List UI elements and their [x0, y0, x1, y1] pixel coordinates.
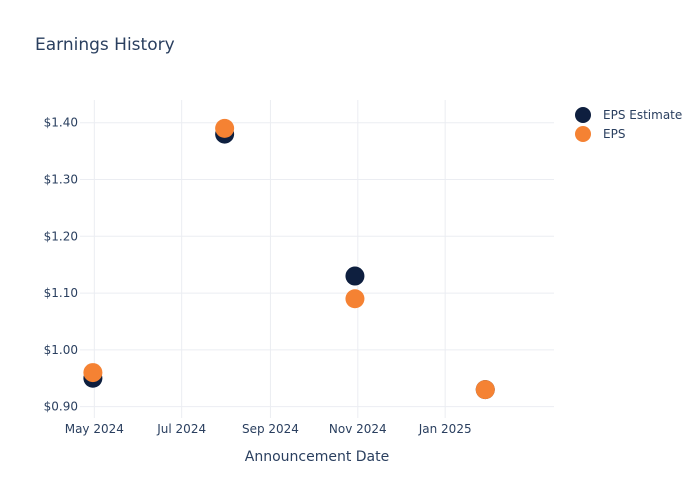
eps-legend-marker [575, 126, 591, 142]
eps-point [475, 380, 495, 400]
eps-legend-label: EPS [603, 127, 625, 141]
y-axis-ticks: $0.90 $1.00 $1.10 $1.20 $1.30 $1.40 [44, 116, 78, 414]
y-tick-label: $1.30 [44, 173, 78, 187]
legend[interactable]: EPS Estimate EPS [575, 107, 682, 142]
eps-point [345, 289, 365, 309]
x-tick-label: Jan 2025 [418, 422, 472, 436]
x-tick-label: Sep 2024 [242, 422, 299, 436]
y-tick-label: $1.00 [44, 343, 78, 357]
y-tick-label: $1.20 [44, 229, 78, 243]
x-tick-label: Nov 2024 [329, 422, 387, 436]
x-tick-label: Jul 2024 [156, 422, 206, 436]
eps-point [83, 363, 103, 383]
grid [80, 100, 554, 418]
eps-estimate-legend-label: EPS Estimate [603, 108, 682, 122]
eps-point [215, 118, 235, 138]
y-tick-label: $1.10 [44, 286, 78, 300]
y-tick-label: $1.40 [44, 116, 78, 130]
eps-estimate-point [345, 266, 365, 286]
chart-title: Earnings History [35, 35, 175, 55]
x-axis-title: Announcement Date [245, 449, 389, 465]
data-points [83, 118, 495, 400]
y-tick-label: $0.90 [44, 400, 78, 414]
x-axis-ticks: May 2024 Jul 2024 Sep 2024 Nov 2024 Jan 2025 [65, 422, 472, 436]
x-tick-label: May 2024 [65, 422, 124, 436]
eps-estimate-legend-marker [575, 107, 591, 123]
